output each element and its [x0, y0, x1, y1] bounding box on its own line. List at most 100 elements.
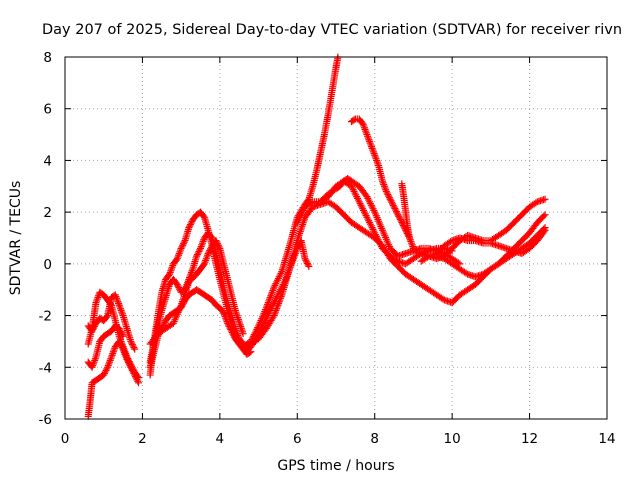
data-point	[356, 200, 364, 208]
data-point	[301, 255, 309, 263]
data-point	[285, 267, 293, 275]
data-point	[286, 263, 294, 271]
data-point	[122, 351, 130, 359]
data-point	[269, 285, 277, 293]
data-point	[165, 271, 173, 279]
data-point	[268, 288, 276, 296]
data-point	[291, 251, 299, 259]
data-point	[277, 286, 285, 294]
data-point	[104, 363, 112, 371]
data-point	[305, 262, 313, 270]
data-point	[108, 351, 116, 359]
data-point	[167, 265, 175, 273]
data-point	[362, 127, 370, 135]
data-point	[102, 366, 110, 374]
data-point	[185, 224, 193, 232]
y-tick-label: -4	[39, 360, 52, 376]
data-point	[266, 306, 274, 314]
data-point	[126, 359, 134, 367]
data-point	[303, 259, 311, 267]
data-point	[172, 256, 180, 264]
data-point	[297, 212, 305, 220]
data-point	[215, 243, 223, 251]
data-point	[176, 246, 184, 254]
data-point	[266, 295, 274, 303]
data-point	[205, 248, 213, 256]
data-point	[380, 181, 388, 189]
data-point	[367, 141, 375, 149]
data-point	[269, 313, 277, 321]
data-point	[278, 282, 286, 290]
data-point	[103, 365, 111, 373]
data-point	[107, 353, 115, 361]
data-point	[88, 327, 96, 335]
data-point	[373, 234, 381, 242]
data-point	[88, 363, 96, 371]
data-point	[295, 215, 303, 223]
data-point	[355, 198, 363, 206]
data-point	[395, 214, 403, 222]
data-point	[277, 269, 285, 277]
data-point	[117, 306, 125, 314]
data-point	[100, 371, 108, 379]
data-point	[381, 184, 389, 192]
data-point	[109, 348, 117, 356]
data-point	[366, 198, 374, 206]
tick-labels: 0 2 4 6 8 10 12 14 -6 -4 -2 0 2 4 6 8	[39, 50, 616, 447]
data-point	[259, 320, 267, 328]
data-point	[282, 275, 290, 283]
data-point	[284, 268, 292, 276]
data-point	[392, 208, 400, 216]
data-point	[124, 354, 132, 362]
data-point	[214, 241, 222, 249]
data-point	[175, 284, 183, 292]
data-point	[274, 275, 282, 283]
data-point	[179, 241, 187, 249]
data-point	[252, 334, 260, 342]
data-point	[166, 270, 174, 278]
data-point	[289, 255, 297, 263]
data-point	[195, 247, 203, 255]
data-point	[106, 358, 114, 366]
data-point	[360, 206, 368, 214]
data-point	[369, 205, 377, 213]
data-point	[206, 246, 214, 254]
data-point	[282, 274, 290, 282]
data-point	[263, 313, 271, 321]
data-point	[173, 255, 181, 263]
data-point	[186, 222, 194, 230]
data-point	[118, 339, 126, 347]
data-point	[187, 219, 195, 227]
data-point	[371, 151, 379, 159]
data-point	[254, 331, 262, 339]
data-point	[365, 217, 373, 225]
data-point	[363, 131, 371, 139]
data-point	[168, 263, 176, 271]
data-point	[367, 143, 375, 151]
data-point	[109, 349, 117, 357]
data-point	[540, 228, 548, 236]
data-point	[288, 258, 296, 266]
data-point	[279, 281, 287, 289]
data-point	[256, 327, 264, 335]
data-point	[130, 344, 138, 352]
data-point	[267, 290, 275, 298]
data-point	[270, 283, 278, 291]
data-point	[372, 155, 380, 163]
data-point	[365, 136, 373, 144]
data-point	[89, 360, 97, 368]
data-point	[118, 329, 126, 337]
data-point	[118, 341, 126, 349]
data-point	[378, 177, 386, 185]
data-point	[114, 298, 122, 306]
data-point	[273, 293, 281, 301]
data-point	[390, 203, 398, 211]
data-point	[174, 282, 182, 290]
data-point	[273, 276, 281, 284]
x-tick-label: 4	[216, 431, 225, 447]
data-point	[113, 296, 121, 304]
data-point	[207, 245, 215, 253]
data-points	[84, 53, 549, 420]
x-tick-label: 2	[138, 431, 147, 447]
data-point	[110, 346, 118, 354]
